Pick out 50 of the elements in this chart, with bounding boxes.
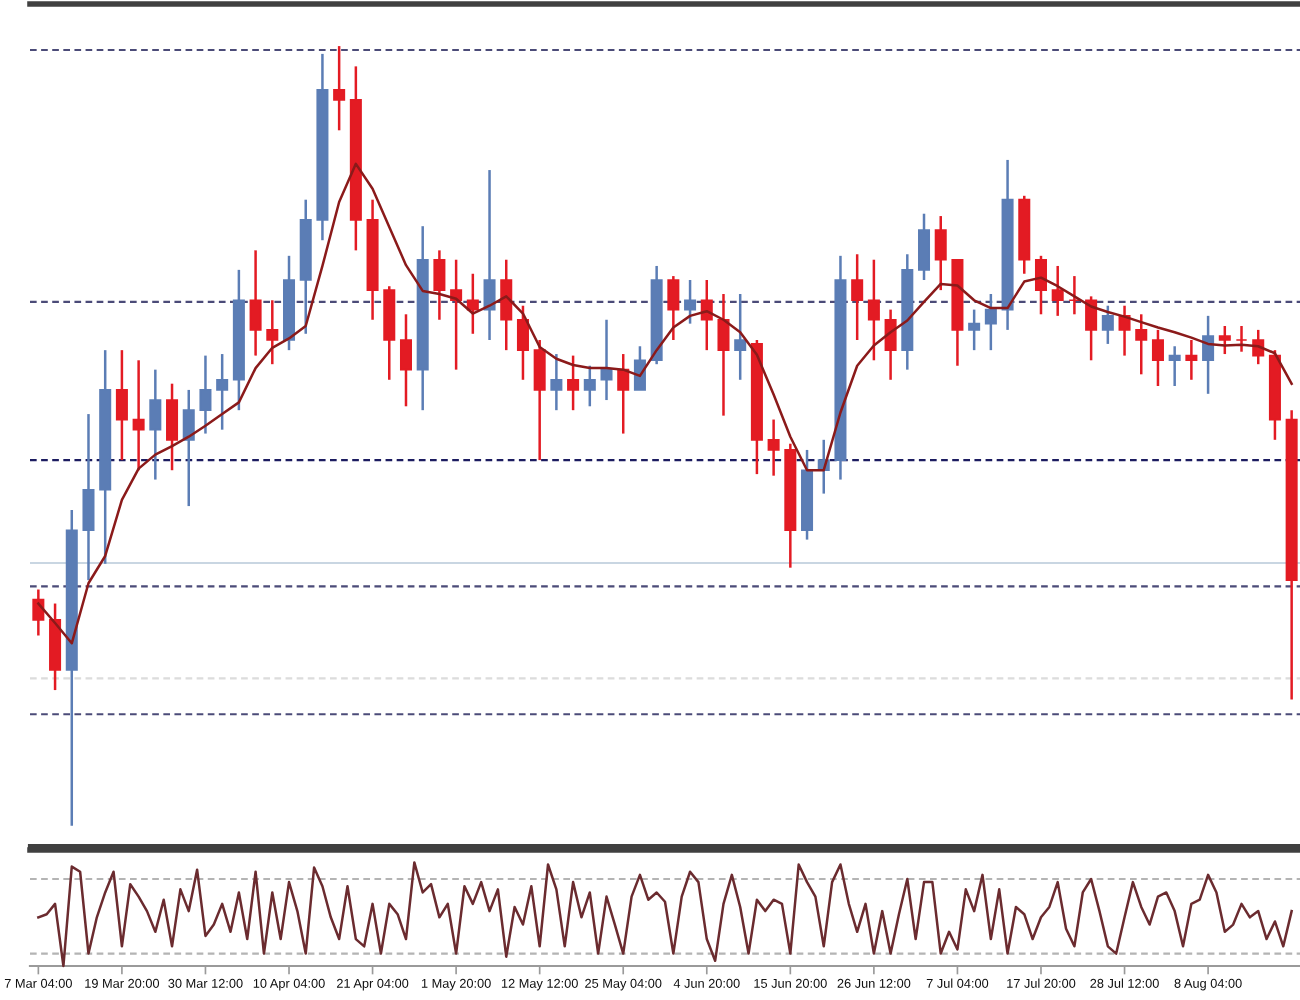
candlestick — [1151, 328, 1164, 388]
candlestick — [734, 292, 747, 382]
candlestick — [82, 412, 95, 582]
candlestick — [567, 354, 580, 412]
candlestick — [533, 338, 546, 462]
candlestick — [1185, 338, 1198, 382]
candlestick — [633, 345, 646, 392]
candlestick — [516, 304, 529, 382]
candlestick — [1218, 324, 1231, 356]
candlestick — [249, 249, 262, 357]
candlestick — [1068, 274, 1081, 316]
candlestick — [767, 418, 780, 477]
candlestick — [1085, 295, 1098, 362]
candlestick — [917, 212, 931, 282]
candlestick — [851, 253, 864, 342]
candlestick — [433, 249, 446, 321]
candlestick — [333, 44, 346, 132]
candlestick — [550, 352, 563, 412]
candlestick — [483, 168, 496, 342]
candlestick — [1101, 304, 1114, 346]
candlestick — [115, 348, 128, 462]
candlestick — [1168, 345, 1181, 388]
candlestick — [867, 258, 880, 362]
candlestick — [199, 354, 212, 435]
candlestick — [1034, 254, 1048, 316]
candlestick — [1202, 314, 1215, 396]
candlestick — [717, 292, 730, 417]
candlestick — [399, 313, 413, 408]
candlestick — [600, 318, 613, 402]
candlestick — [984, 292, 997, 352]
candlestick — [132, 359, 145, 472]
candlestick — [32, 588, 45, 637]
candlestick — [466, 272, 479, 336]
candlestick — [700, 278, 713, 352]
candlestick — [583, 364, 596, 408]
candlestick — [216, 352, 229, 431]
candlestick — [617, 352, 630, 435]
candlestick — [500, 258, 513, 352]
candlestick — [182, 388, 195, 508]
candlestick — [266, 299, 279, 366]
candlestick — [1135, 313, 1148, 376]
candlestick — [1235, 324, 1248, 353]
candlestick — [684, 278, 697, 325]
candlestick — [149, 368, 162, 481]
candlestick — [667, 274, 680, 342]
candlestick — [1051, 264, 1064, 318]
candlestick — [934, 214, 947, 292]
candlestick — [968, 308, 981, 352]
candlestick — [166, 382, 179, 472]
candlestick — [884, 308, 897, 382]
